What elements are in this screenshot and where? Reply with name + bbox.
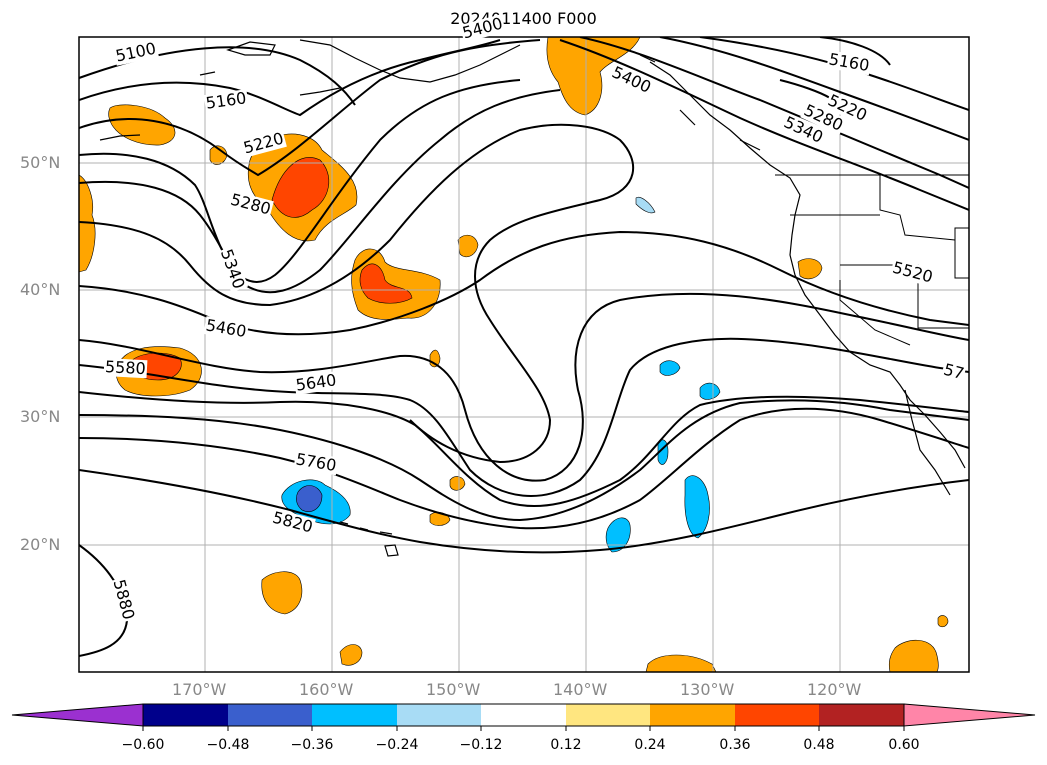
colorbar-tick-label: 0.24 bbox=[634, 737, 666, 753]
gridlines bbox=[79, 37, 969, 672]
colorbar-tick-label: −0.60 bbox=[121, 737, 165, 753]
colorbar-tick-label: −0.12 bbox=[459, 737, 503, 753]
lon-label-120w: 120°W bbox=[807, 680, 862, 699]
coastlines bbox=[99, 39, 966, 557]
colorbar-extend-max bbox=[903, 703, 1036, 727]
colorbar-segment bbox=[143, 704, 228, 726]
lon-label-150w: 150°W bbox=[426, 680, 481, 699]
colorbar-tick-label: −0.36 bbox=[290, 737, 334, 753]
colorbar-segment bbox=[650, 704, 735, 726]
colorbar-tick-label: 0.48 bbox=[803, 737, 835, 753]
lon-label-140w: 140°W bbox=[553, 680, 608, 699]
borders bbox=[775, 174, 969, 346]
lat-label-50n: 50°N bbox=[20, 153, 61, 172]
colorbar-segment bbox=[228, 704, 312, 726]
contour-label: 5580 bbox=[103, 357, 148, 379]
colorbar-segment bbox=[566, 704, 650, 726]
lat-label-40n: 40°N bbox=[20, 280, 61, 299]
map-plot-area bbox=[79, 37, 969, 672]
colorbar-segment bbox=[312, 704, 397, 726]
colorbar-tick-label: 0.60 bbox=[888, 737, 920, 753]
colorbar bbox=[11, 703, 1036, 731]
height-contours bbox=[79, 37, 969, 657]
colorbar-segment bbox=[819, 704, 904, 726]
lat-label-30n: 30°N bbox=[20, 407, 61, 426]
colorbar-segment bbox=[735, 704, 819, 726]
colorbar-tick-label: −0.48 bbox=[206, 737, 250, 753]
colorbar-extend-min bbox=[11, 703, 144, 727]
lat-label-20n: 20°N bbox=[20, 535, 61, 554]
colorbar-frame bbox=[142, 703, 905, 727]
lon-label-160w: 160°W bbox=[299, 680, 354, 699]
colorbar-tick-label: −0.24 bbox=[375, 737, 419, 753]
colorbar-tick-label: 0.36 bbox=[719, 737, 751, 753]
lon-label-130w: 130°W bbox=[680, 680, 735, 699]
colorbar-segment bbox=[481, 704, 566, 726]
colorbar-tick-label: 0.12 bbox=[550, 737, 582, 753]
colorbar-segment bbox=[397, 704, 481, 726]
lon-label-170w: 170°W bbox=[172, 680, 227, 699]
map-frame bbox=[78, 36, 970, 673]
